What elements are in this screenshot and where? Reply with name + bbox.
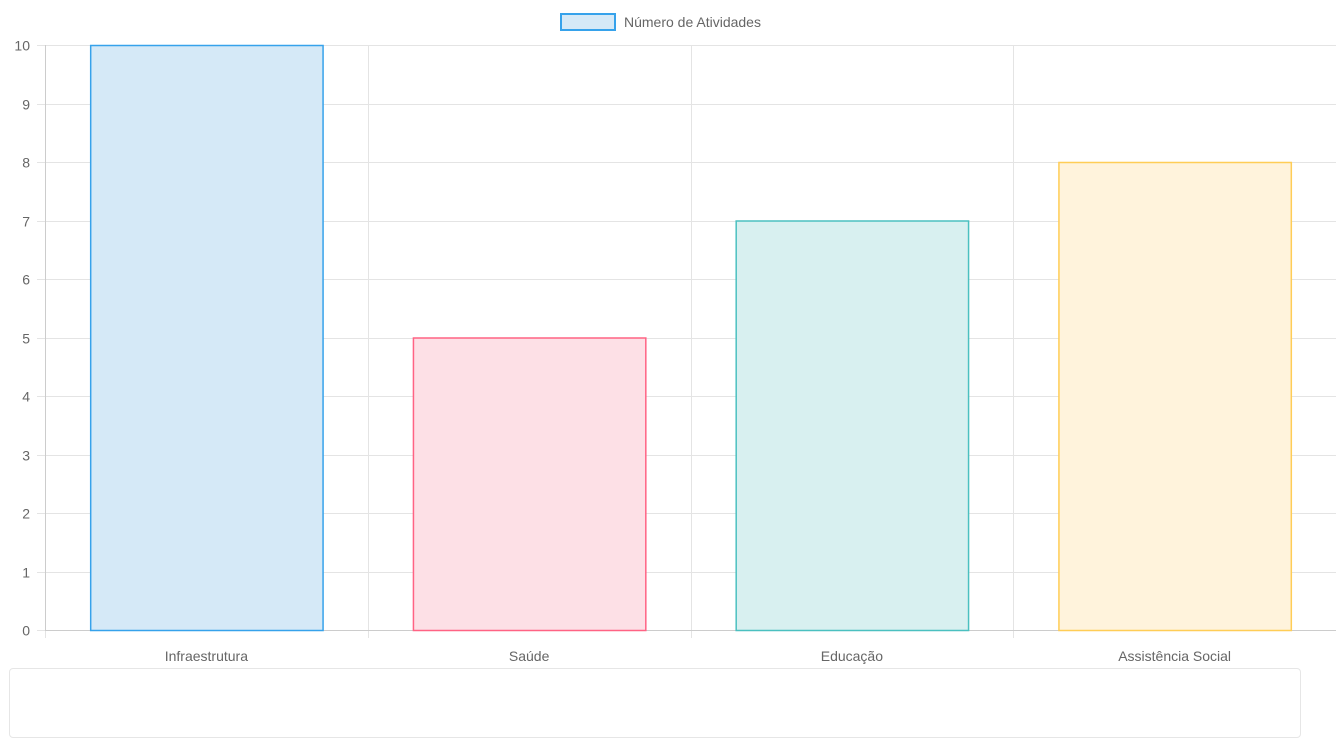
legend-swatch bbox=[560, 13, 616, 31]
y-tick-label: 9 bbox=[22, 97, 30, 113]
bottom-panel bbox=[9, 668, 1301, 738]
x-tick-label: Assistência Social bbox=[1118, 648, 1231, 664]
bar-infraestrutura bbox=[89, 44, 324, 632]
y-tick-label: 7 bbox=[22, 214, 30, 230]
x-tick-label: Infraestrutura bbox=[165, 648, 248, 664]
bar-saúde bbox=[412, 337, 647, 632]
bar-chart: 0 1 2 3 4 5 6 7 8 9 10 Infraestrutura Saúde Educação A… bbox=[14, 38, 1336, 664]
y-tick-label: 4 bbox=[22, 389, 30, 405]
bar-assistência-social bbox=[1058, 161, 1293, 632]
y-tick-label: 1 bbox=[22, 565, 30, 581]
y-tick-label: 0 bbox=[22, 623, 30, 639]
y-tick-label: 2 bbox=[22, 506, 30, 522]
y-tick-label: 6 bbox=[22, 272, 30, 288]
x-tick-label: Educação bbox=[821, 648, 883, 664]
x-tick-label: Saúde bbox=[509, 648, 550, 664]
y-tick-label: 8 bbox=[22, 155, 30, 171]
chart-legend[interactable]: Número de Atividades bbox=[560, 11, 761, 33]
legend-label: Número de Atividades bbox=[624, 14, 761, 30]
bar-educação bbox=[735, 220, 970, 632]
y-tick-label: 5 bbox=[22, 331, 30, 347]
y-tick-label: 3 bbox=[22, 448, 30, 464]
y-tick-label: 10 bbox=[14, 38, 30, 54]
